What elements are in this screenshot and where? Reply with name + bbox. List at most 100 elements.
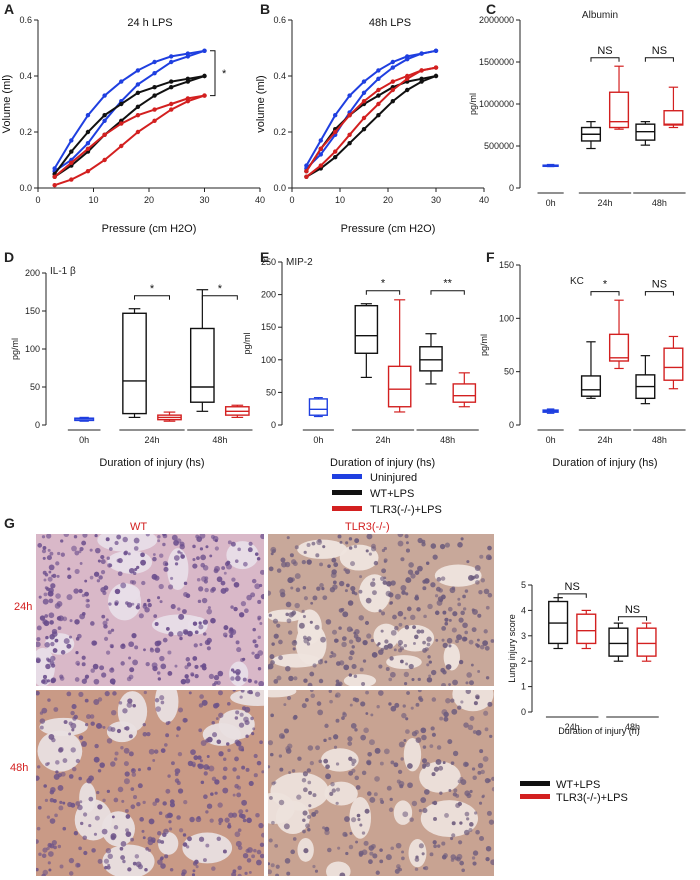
histology-nucleus <box>254 680 258 684</box>
histology-nucleus <box>477 762 484 769</box>
histology-nucleus <box>42 545 47 550</box>
histology-nucleus <box>316 586 321 591</box>
chart-a-point <box>135 90 141 96</box>
chart-a-point <box>102 157 107 163</box>
histology-nucleus <box>248 780 254 786</box>
chart-d-y-tick-label: 50 <box>30 382 40 392</box>
chart-g-box-24h-tlr3-rect <box>576 613 597 645</box>
histology-nucleus <box>465 681 469 685</box>
histology-nucleus <box>371 652 378 658</box>
histology-nucleus <box>124 808 129 813</box>
histology-nucleus <box>464 589 469 593</box>
histology-nucleus <box>112 691 117 696</box>
histology-nucleus <box>242 818 247 823</box>
histology-nucleus <box>144 867 148 872</box>
histology-nucleus <box>462 607 467 611</box>
histology-nucleus <box>315 553 320 558</box>
chart-b-point <box>333 113 338 118</box>
histology-nucleus <box>206 803 213 809</box>
histology-nucleus <box>57 844 62 849</box>
histology-nucleus <box>102 798 106 803</box>
chart-e-title: MIP-2 <box>286 257 313 268</box>
histology-nucleus <box>484 727 489 732</box>
histology-nucleus <box>322 826 326 830</box>
histology-nucleus <box>348 546 353 550</box>
histology-nucleus <box>283 728 290 734</box>
histology-nucleus <box>422 765 426 769</box>
histology-nucleus <box>404 682 408 686</box>
chart-e-box-0h-uninjured-rect <box>308 398 328 416</box>
histology-nucleus <box>209 818 214 823</box>
histology-nucleus <box>235 710 240 715</box>
histology-nucleus <box>381 548 386 553</box>
histology-nucleus <box>180 554 185 559</box>
histology-nucleus <box>175 734 179 738</box>
histology-nucleus <box>123 551 128 556</box>
histology-nucleus <box>361 681 366 686</box>
histology-nucleus <box>117 571 123 577</box>
histology-nucleus <box>372 853 378 859</box>
histology-nucleus <box>361 831 366 835</box>
histology-nucleus <box>42 619 48 625</box>
histology-nucleus <box>244 608 249 614</box>
histology-alveolus <box>39 717 88 737</box>
histology-nucleus <box>414 595 420 601</box>
histology-nucleus <box>436 745 442 750</box>
histology-nucleus <box>301 703 307 709</box>
chart-a-sig-bracket <box>210 50 216 97</box>
histology-nucleus <box>278 733 285 739</box>
histology-nucleus <box>54 603 61 609</box>
histology-nucleus <box>54 638 59 643</box>
histology-nucleus <box>442 761 446 765</box>
histology-nucleus <box>84 677 88 681</box>
chart-b-point <box>318 146 323 151</box>
histology-nucleus <box>466 672 472 678</box>
histology-nucleus <box>475 580 480 585</box>
histology-nucleus <box>439 791 443 795</box>
histology-nucleus <box>408 562 414 568</box>
histology-nucleus <box>227 702 231 706</box>
histology-nucleus <box>152 759 156 762</box>
chart-a-point <box>185 99 191 104</box>
chart-d-x-label: Duration of injury (hs) <box>99 457 204 469</box>
histology-nucleus <box>132 861 137 866</box>
histology-nucleus <box>232 767 237 772</box>
chart-g-x-label: Duration of injury (h) <box>558 726 640 736</box>
histology-texture <box>36 534 264 686</box>
histology-alveolus <box>151 614 208 636</box>
histology-nucleus <box>200 554 207 561</box>
chart-a-point <box>202 48 207 53</box>
chart-a-series-tlr3-deflation-line <box>54 94 205 187</box>
histology-nucleus <box>149 647 154 651</box>
histology-nucleus <box>358 852 363 857</box>
histology-nucleus <box>314 809 319 814</box>
histology-nucleus <box>476 644 480 648</box>
chart-c-group-label: 48h <box>652 198 667 208</box>
histology-nucleus <box>442 610 447 615</box>
histology-nucleus <box>185 678 191 684</box>
histology-nucleus <box>426 677 433 683</box>
histology-nucleus <box>94 534 98 538</box>
chart-a-point <box>69 177 74 182</box>
chart-f-group-label: 0h <box>546 435 556 445</box>
histology-nucleus <box>85 603 91 609</box>
chart-g-y-tick-label: 5 <box>521 580 526 590</box>
histology-nucleus <box>260 593 264 600</box>
histology-nucleus <box>312 663 317 668</box>
legend-g-swatch-wt <box>520 781 550 786</box>
histology-nucleus <box>89 714 95 719</box>
histology-nucleus <box>397 534 404 538</box>
histology-nucleus <box>273 679 279 684</box>
histology-nucleus <box>66 643 72 649</box>
histology-nucleus <box>329 654 333 659</box>
histology-nucleus <box>107 853 113 859</box>
legend-label-wt: WT+LPS <box>370 488 414 500</box>
histology-nucleus <box>254 691 261 697</box>
histology-nucleus <box>197 599 202 604</box>
chart-a-point <box>119 143 124 149</box>
histology-nucleus <box>134 645 139 650</box>
histology-nucleus <box>72 716 77 721</box>
histology-nucleus <box>165 788 171 794</box>
histology-nucleus <box>160 856 164 860</box>
histology-nucleus <box>306 559 312 565</box>
